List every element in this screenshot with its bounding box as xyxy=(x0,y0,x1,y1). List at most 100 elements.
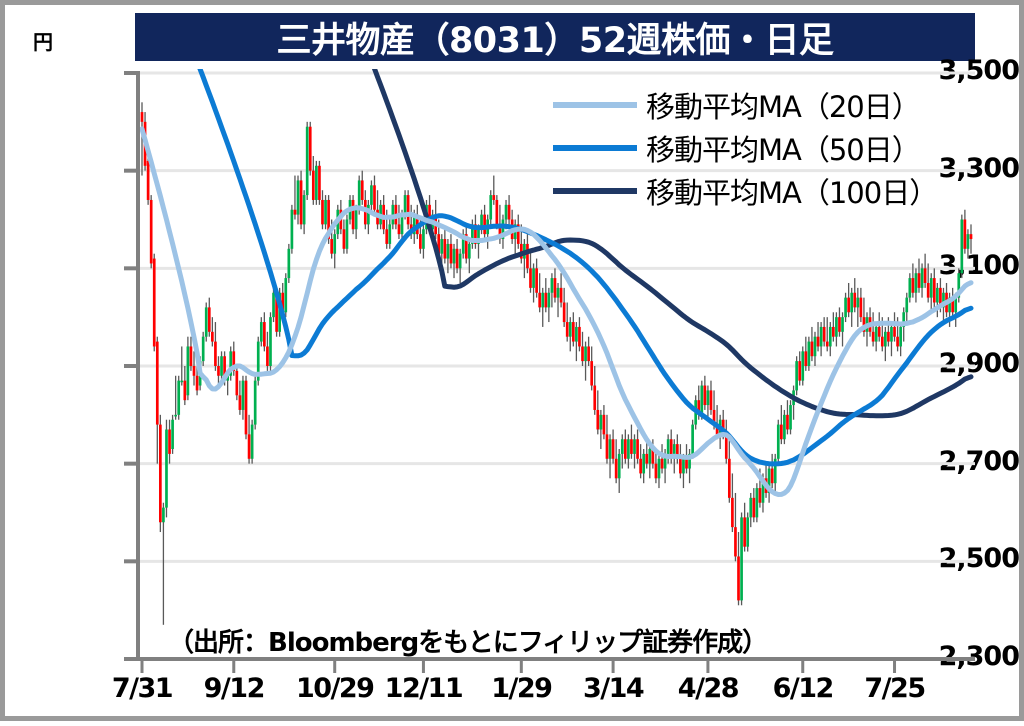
candle-body xyxy=(593,385,597,410)
candle-body xyxy=(162,507,165,523)
candle-body xyxy=(492,195,496,200)
candle-body xyxy=(330,239,334,254)
candle-body xyxy=(275,292,278,332)
candle-body xyxy=(489,195,493,220)
candle-body xyxy=(902,312,906,327)
candle-body xyxy=(645,453,649,464)
y-axis-tick-label: 3,300 xyxy=(938,152,1020,184)
candle-body xyxy=(923,268,927,283)
candle-body xyxy=(801,351,805,381)
candle-body xyxy=(960,219,964,274)
candle-body xyxy=(324,199,327,225)
candle-body xyxy=(195,375,199,391)
candle-body xyxy=(651,449,655,464)
candle-body xyxy=(140,112,144,122)
candle-body xyxy=(315,165,318,200)
candle-body xyxy=(247,434,251,459)
candle-body xyxy=(672,444,676,459)
candle-body xyxy=(752,497,756,518)
candle-body xyxy=(617,453,621,479)
candle-body xyxy=(152,258,156,347)
candle-body xyxy=(789,405,792,430)
candle-body xyxy=(749,497,753,518)
candle-body xyxy=(532,268,535,288)
candle-body xyxy=(737,556,740,601)
candle-body xyxy=(186,346,190,396)
candle-body xyxy=(504,204,508,220)
candle-body xyxy=(838,317,841,332)
candle-body xyxy=(483,214,486,235)
candle-body xyxy=(559,287,563,303)
candle-body xyxy=(813,336,817,357)
candle-body xyxy=(639,458,642,474)
candle-body xyxy=(351,199,355,230)
candle-body xyxy=(464,234,468,259)
candle-body xyxy=(917,273,921,288)
candle-body xyxy=(911,278,915,293)
candle-body xyxy=(547,292,551,308)
candle-body xyxy=(761,478,765,503)
candle-body xyxy=(685,458,688,469)
x-axis-tick-label: 4/28 xyxy=(677,673,740,704)
y-axis-tick-label: 2,700 xyxy=(938,445,1020,477)
candle-body xyxy=(954,297,958,313)
candle-body xyxy=(932,278,936,303)
candle-body xyxy=(660,458,664,469)
candle-body xyxy=(159,424,162,523)
candle-body xyxy=(770,468,774,484)
candle-body xyxy=(538,292,542,308)
x-axis-tick-label: 12/11 xyxy=(384,673,464,704)
candle-body xyxy=(180,380,184,383)
candle-body xyxy=(620,439,624,454)
candle-body xyxy=(474,224,477,244)
candle-body xyxy=(256,341,260,381)
candle-body xyxy=(458,253,462,269)
candle-body xyxy=(526,243,529,269)
candle-body xyxy=(731,497,734,528)
candle-body xyxy=(553,278,557,298)
page-title: 三井物産（8031）52週株価・日足 xyxy=(276,20,834,61)
candle-body xyxy=(419,234,422,249)
candle-body xyxy=(611,439,615,459)
candle-body xyxy=(165,429,168,508)
candle-body xyxy=(715,424,719,435)
candle-body xyxy=(709,390,713,410)
ma-line-ma20 xyxy=(139,126,974,497)
candle-body xyxy=(727,458,731,498)
x-axis-tick-label: 6/12 xyxy=(772,673,835,704)
candle-body xyxy=(290,209,294,249)
y-axis-tick-label: 3,100 xyxy=(938,250,1020,282)
candle-body xyxy=(250,424,254,459)
candle-body xyxy=(535,268,538,293)
candle-body xyxy=(516,224,520,244)
candle-body xyxy=(467,243,471,259)
candle-body xyxy=(847,297,850,313)
candle-body xyxy=(758,488,762,503)
candle-body xyxy=(835,317,838,337)
candle-body xyxy=(241,380,245,410)
candle-body xyxy=(887,331,890,342)
candle-body xyxy=(296,180,300,215)
candle-body xyxy=(914,273,918,293)
candle-body xyxy=(223,356,226,381)
legend-swatch-ma100 xyxy=(553,187,637,194)
candle-body xyxy=(480,214,483,230)
candle-body xyxy=(345,219,349,249)
candle-body xyxy=(571,322,575,342)
candle-body xyxy=(740,517,743,601)
candle-body xyxy=(590,361,594,386)
chart-title-bar: 三井物産（8031）52週株価・日足 xyxy=(135,13,975,61)
candle-body xyxy=(397,224,401,235)
candle-body xyxy=(443,239,447,259)
candle-body xyxy=(957,273,961,298)
candle-body xyxy=(501,219,505,240)
candle-body xyxy=(908,278,912,298)
candle-body xyxy=(201,336,205,362)
candle-body xyxy=(446,243,450,259)
candle-body xyxy=(862,317,866,332)
candle-body xyxy=(226,375,229,381)
candle-body xyxy=(605,434,609,459)
candle-body xyxy=(877,326,881,337)
candle-body xyxy=(896,336,899,347)
